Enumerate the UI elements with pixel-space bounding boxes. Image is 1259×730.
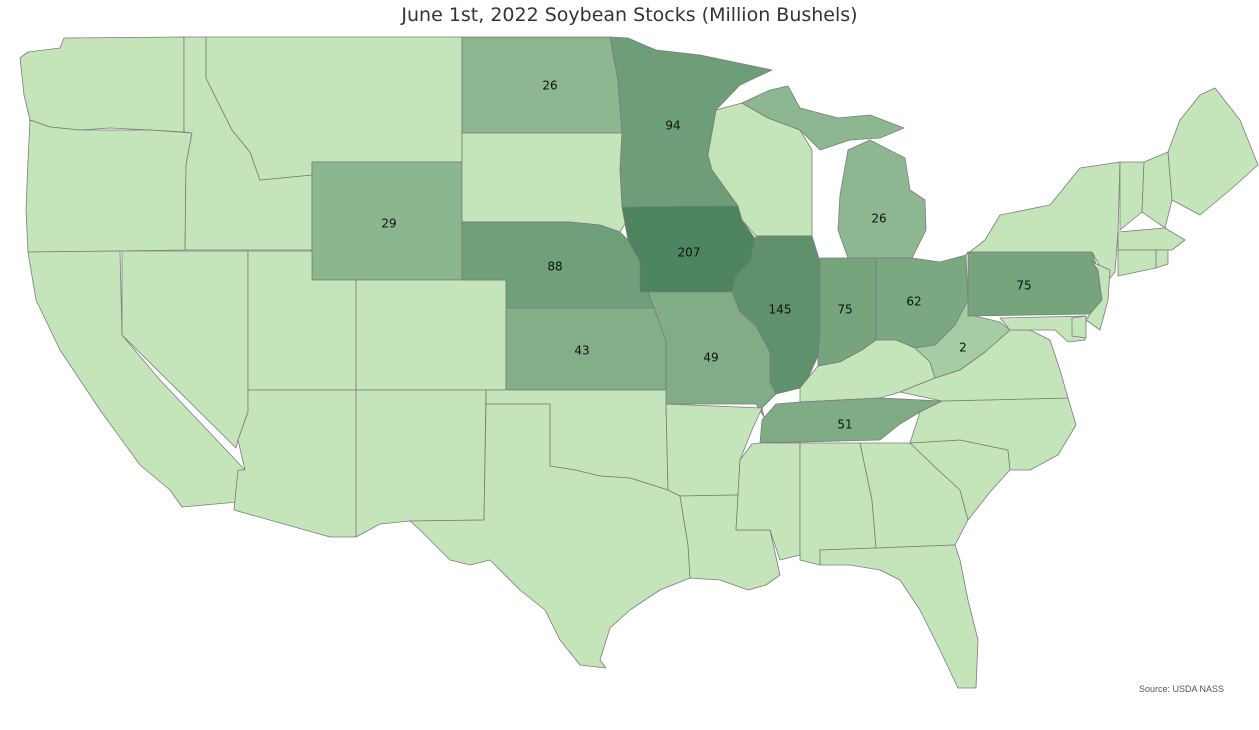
state-value-label-iowa: 207 (678, 246, 701, 260)
state-wisconsin (707, 102, 813, 237)
state-florida (819, 544, 979, 689)
state-colorado (355, 279, 507, 391)
state-massachusetts (1117, 227, 1186, 251)
state-value-label-north-dakota: 26 (542, 79, 557, 93)
labels-layer: 26 94 29 88 207 145 75 62 75 26 43 49 2 51 (381, 79, 1031, 432)
state-value-label-nebraska: 88 (547, 260, 562, 274)
state-kentucky (799, 339, 936, 403)
source-note: Source: USDA NASS (1139, 684, 1225, 694)
state-value-label-indiana: 75 (837, 303, 852, 317)
states-layer (19, 36, 1259, 689)
state-new-york (965, 161, 1121, 291)
map-title: June 1st, 2022 Soybean Stocks (Million B… (401, 4, 858, 26)
state-value-label-illinois: 145 (769, 303, 792, 317)
state-tennessee (759, 397, 943, 444)
state-value-label-wyoming: 29 (381, 217, 396, 231)
state-value-label-west-virginia: 2 (959, 341, 967, 355)
state-delaware (1071, 315, 1087, 339)
state-value-label-kansas: 43 (574, 344, 589, 358)
state-new-mexico (355, 389, 487, 538)
state-oregon (25, 119, 193, 253)
state-rhode-island (1155, 249, 1169, 269)
state-west-virginia (914, 299, 1011, 379)
state-michigan (837, 139, 927, 259)
state-new-hampshire (1141, 151, 1173, 229)
state-arizona (233, 389, 357, 538)
state-pennsylvania (967, 251, 1103, 317)
state-value-label-tennessee: 51 (837, 418, 852, 432)
state-maine (1167, 87, 1259, 216)
state-value-label-ohio: 62 (906, 295, 921, 309)
state-value-label-michigan: 26 (871, 212, 886, 226)
state-north-carolina (909, 397, 1077, 471)
state-michigan-upper (741, 85, 905, 151)
state-value-label-missouri: 49 (703, 351, 718, 365)
state-texas (409, 403, 691, 669)
state-south-dakota (461, 132, 627, 233)
state-vermont (1119, 161, 1145, 231)
state-washington (19, 36, 185, 133)
state-value-label-minnesota: 94 (665, 119, 680, 133)
state-connecticut (1117, 249, 1157, 277)
state-value-label-pennsylvania: 75 (1016, 279, 1031, 293)
